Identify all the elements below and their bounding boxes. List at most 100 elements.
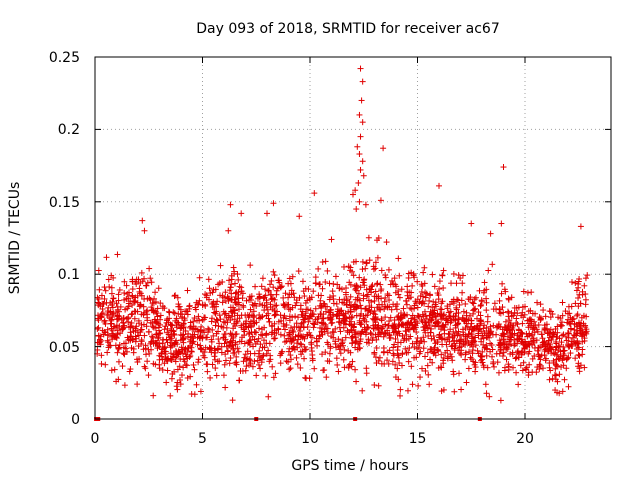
data-point-1216: [565, 383, 572, 390]
data-point-2045: [135, 317, 142, 324]
data-point-1967: [201, 354, 208, 361]
data-point-2492: [300, 316, 307, 323]
data-point-2245: [339, 337, 346, 344]
data-point-1725: [576, 275, 583, 282]
data-point-outlier-14: [356, 198, 363, 205]
data-point-2326: [318, 302, 325, 309]
data-point-1064: [285, 358, 292, 365]
data-point-1990: [567, 321, 574, 328]
data-point-1821: [97, 333, 104, 340]
data-point-2273: [432, 323, 439, 330]
data-point-outlier-2: [358, 97, 365, 104]
data-point-2597: [320, 320, 327, 327]
data-point-1811: [342, 291, 349, 298]
data-point-1838: [431, 336, 438, 343]
data-point-2524: [211, 309, 218, 316]
y-tick-label-0.25: 0.25: [49, 50, 80, 66]
data-point-302: [319, 315, 326, 322]
data-point-524: [422, 353, 429, 360]
data-point-1917: [387, 281, 394, 288]
data-point-850: [113, 378, 120, 385]
data-point-1091: [342, 334, 349, 341]
data-point-206: [315, 265, 322, 272]
data-point-2067: [362, 312, 369, 319]
data-point-1329: [483, 390, 490, 397]
x-tick-label-15: 15: [409, 431, 427, 447]
data-point-2582: [329, 288, 336, 295]
data-point-1654: [99, 310, 106, 317]
data-point-1539: [145, 372, 152, 379]
data-point-1007: [120, 325, 127, 332]
data-point-980: [223, 324, 230, 331]
data-point-1735: [490, 363, 497, 370]
data-point-1906: [121, 296, 128, 303]
data-point-136: [436, 285, 443, 292]
y-axis-label: SRMTID / TECUs: [7, 182, 23, 295]
data-point-2541: [372, 324, 379, 331]
data-point-945: [343, 301, 350, 308]
data-point-2581: [547, 330, 554, 337]
data-point-2028: [330, 311, 337, 318]
data-point-2133: [326, 315, 333, 322]
data-point-405: [337, 328, 344, 335]
data-point-1489: [505, 361, 512, 368]
data-point-286: [376, 354, 383, 361]
data-point-2207: [404, 311, 411, 318]
data-point-228: [456, 301, 463, 308]
data-point-294: [334, 361, 341, 368]
data-point-1769: [272, 311, 279, 318]
data-point-1622: [357, 321, 364, 328]
data-point-1754: [96, 339, 103, 346]
data-point-1927: [345, 347, 352, 354]
data-point-2082: [152, 331, 159, 338]
data-point-2030: [154, 345, 161, 352]
data-point-1913: [478, 297, 485, 304]
data-point-200: [397, 386, 404, 393]
data-point-1925: [152, 325, 159, 332]
data-point-2560: [395, 317, 402, 324]
data-point-1038: [422, 329, 429, 336]
data-point-2333: [509, 331, 516, 338]
data-point-2274: [375, 333, 382, 340]
data-point-583: [487, 323, 494, 330]
data-point-2364: [349, 340, 356, 347]
data-point-457: [324, 325, 331, 332]
data-point-2466: [342, 314, 349, 321]
data-point-1022: [103, 254, 110, 261]
data-point-11: [472, 334, 479, 341]
data-point-1538: [496, 297, 503, 304]
data-point-1789: [209, 361, 216, 368]
data-point-2586: [308, 341, 315, 348]
data-point-2295: [107, 309, 114, 316]
data-point-2357: [414, 335, 421, 342]
data-point-2344: [227, 339, 234, 346]
data-point-2330: [429, 314, 436, 321]
data-point-1943: [327, 306, 334, 313]
data-point-1259: [265, 287, 272, 294]
data-point-1882: [243, 318, 250, 325]
data-point-outlier-29: [498, 220, 505, 227]
data-point-1100: [421, 323, 428, 330]
data-point-1909: [536, 361, 543, 368]
data-point-2421: [197, 333, 204, 340]
data-point-2026: [440, 285, 447, 292]
data-point-1281: [383, 239, 390, 246]
data-point-2236: [411, 321, 418, 328]
data-point-2458: [468, 331, 475, 338]
data-point-94: [396, 272, 403, 279]
data-point-537: [526, 316, 533, 323]
data-point-2019: [203, 361, 210, 368]
data-point-2505: [317, 297, 324, 304]
data-point-2347: [439, 336, 446, 343]
data-point-outlier-30: [577, 223, 584, 230]
data-point-2047: [462, 349, 469, 356]
data-point-1652: [454, 321, 461, 328]
data-point-2159: [193, 326, 200, 333]
data-point-1196: [195, 313, 202, 320]
data-point-1517: [121, 382, 128, 389]
data-point-2531: [464, 333, 471, 340]
data-point-2088: [467, 296, 474, 303]
data-point-2193: [250, 343, 257, 350]
data-point-385: [475, 309, 482, 316]
data-point-2579: [412, 322, 419, 329]
